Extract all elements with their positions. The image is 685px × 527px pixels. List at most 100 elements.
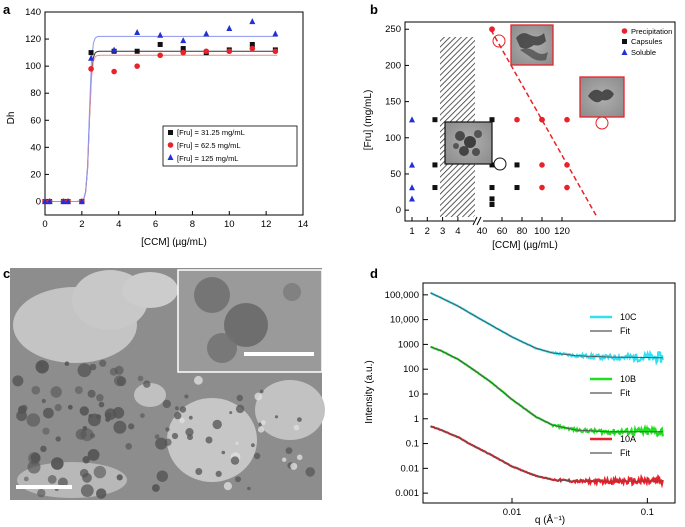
data-point-blue xyxy=(157,31,164,38)
legend-label-fru-31: [Fru] = 31.25 mg/mL xyxy=(177,128,245,137)
particle xyxy=(96,394,104,402)
y-tick-label-d: 100,000 xyxy=(385,290,419,301)
particle xyxy=(109,367,118,376)
particle xyxy=(55,436,61,442)
particle xyxy=(113,420,127,434)
particle xyxy=(18,405,27,415)
particle xyxy=(54,404,62,412)
data-point-capsules xyxy=(489,162,495,168)
x-tick-label-a: 8 xyxy=(190,219,195,230)
x-tick-label-b: 4 xyxy=(455,226,460,237)
data-point-red xyxy=(88,66,94,72)
x-tick-label-a: 14 xyxy=(298,219,309,230)
y-tick-label-b: 50 xyxy=(390,169,401,180)
panel-c: c xyxy=(3,266,325,500)
particle xyxy=(128,423,135,430)
x-tick-label-a: 6 xyxy=(153,219,158,230)
data-point-capsules xyxy=(489,117,495,123)
x-tick-label-a: 10 xyxy=(224,219,235,230)
data-point-black xyxy=(157,41,163,47)
particle xyxy=(99,359,107,367)
particle xyxy=(175,406,179,411)
particle xyxy=(179,406,187,413)
data-point-red xyxy=(226,48,233,55)
particle xyxy=(47,475,57,484)
data-point-capsules xyxy=(432,185,438,191)
y-tick-label-a: 120 xyxy=(25,34,41,45)
data-point-blue xyxy=(134,29,141,35)
particle xyxy=(174,411,182,420)
cryo-tem-particles xyxy=(12,359,316,499)
particle xyxy=(188,415,193,420)
particle xyxy=(194,375,203,385)
data-point-blue xyxy=(249,18,256,25)
y-tick-label-d: 10,000 xyxy=(390,315,419,326)
fit-lines-a xyxy=(45,35,278,202)
scale-bar-inset xyxy=(244,352,314,356)
x-tick-label-b: 120 xyxy=(554,226,570,237)
particle xyxy=(171,432,179,440)
particle xyxy=(253,452,261,460)
axis-break-mark xyxy=(476,216,482,226)
data-point-soluble xyxy=(409,184,415,191)
particle xyxy=(155,437,168,450)
particle xyxy=(112,407,125,419)
data-point-black xyxy=(180,46,186,52)
legend-a: [Fru] = 31.25 mg/mL [Fru] = 62.5 mg/mL [… xyxy=(162,125,298,167)
data-point-precipitation xyxy=(539,162,545,168)
particle xyxy=(43,407,54,419)
data-point-blue xyxy=(46,198,53,205)
data-point-red xyxy=(111,68,117,75)
particle xyxy=(184,394,189,399)
legend-label-capsules: Capsules xyxy=(631,37,663,46)
data-point-red xyxy=(157,52,163,59)
particle xyxy=(230,456,240,465)
data-point-red xyxy=(134,63,140,69)
x-tick-label-a: 12 xyxy=(261,219,272,230)
data-point-red xyxy=(180,49,187,56)
panel-label-a: a xyxy=(3,2,11,17)
data-point-blue xyxy=(60,198,67,205)
x-axis-label-b: [CCM] (µg/mL) xyxy=(492,240,558,251)
data-point-precipitation xyxy=(564,116,570,123)
particle xyxy=(114,375,125,387)
y-tick-label-b: 0 xyxy=(396,205,401,216)
y-tick-label-a: 0 xyxy=(36,196,41,207)
particle xyxy=(274,415,279,419)
fit-line-blue xyxy=(45,35,278,202)
y-tick-label-a: 80 xyxy=(30,88,41,99)
particle xyxy=(165,427,170,432)
particle xyxy=(212,419,222,430)
particle xyxy=(26,413,41,427)
y-axis-label-b: [Fru] (mg/mL) xyxy=(363,90,374,151)
phase-boundary-line xyxy=(490,29,598,218)
y-tick-label-b: 150 xyxy=(385,97,401,108)
particle xyxy=(251,443,255,448)
particle xyxy=(258,426,265,433)
x-tick-label-b: 3 xyxy=(440,226,445,237)
y-tick-label-d: 1 xyxy=(414,414,419,425)
data-point-blue xyxy=(226,24,233,31)
y-tick-label-a: 60 xyxy=(30,115,41,126)
data-points-b xyxy=(409,26,570,208)
y-axis-label-d: Intensity (a.u.) xyxy=(364,360,375,423)
particle xyxy=(88,413,101,427)
particle xyxy=(79,406,90,416)
data-point-precipitation xyxy=(564,162,570,168)
particle xyxy=(162,399,171,409)
x-axis-label-a: [CCM] (µg/mL) xyxy=(141,237,207,248)
saxs-curves xyxy=(430,291,664,489)
x-tick-label-d: 0.01 xyxy=(503,507,522,518)
particle xyxy=(185,428,194,437)
data-point-soluble xyxy=(409,195,415,202)
particle xyxy=(205,436,213,444)
x-axis-label-d: q (Å⁻¹) xyxy=(535,513,565,526)
particle xyxy=(179,417,185,424)
y-tick-label-d: 0.01 xyxy=(401,463,420,474)
legend-marker-triangle xyxy=(621,49,628,55)
panel-label-b: b xyxy=(370,2,378,17)
y-tick-label-a: 20 xyxy=(30,169,41,180)
panel-d: d 0.01 0.1 0.001 0.01 0.1 1 10 100 1000 10,000 100… xyxy=(364,266,676,526)
particle xyxy=(143,380,151,388)
